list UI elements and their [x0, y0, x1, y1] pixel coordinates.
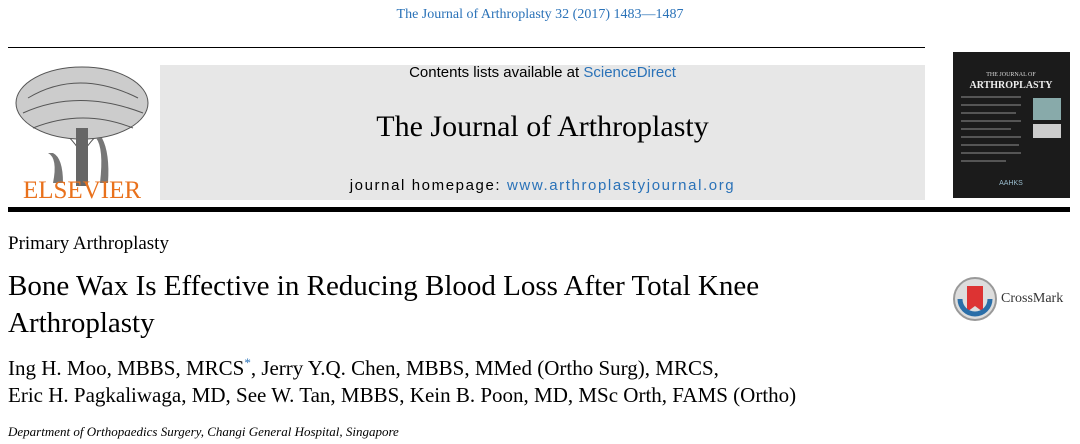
contents-line: Contents lists available at ScienceDirec…: [160, 64, 925, 81]
thick-rule: [8, 207, 1070, 212]
cover-line2: ARTHROPLASTY: [970, 80, 1054, 91]
publisher-name: ELSEVIER: [23, 177, 141, 204]
contents-prefix: Contents lists available at: [409, 64, 580, 81]
rule: [8, 47, 925, 48]
homepage-url[interactable]: www.arthroplastyjournal.org: [506, 177, 736, 194]
cover-line1: THE JOURNAL OF: [986, 72, 1036, 78]
homepage-line: journal homepage: www.arthroplastyjourna…: [160, 177, 925, 194]
authors: , Jerry Y.Q. Chen, MBBS, MMed (Ortho Sur…: [250, 356, 719, 380]
publisher-logo: ELSEVIER: [15, 66, 149, 204]
journal-cover: THE JOURNAL OF ARTHROPLASTY AAHKS: [953, 52, 1070, 198]
cover-society: AAHKS: [999, 180, 1023, 187]
authors-line1: Ing H. Moo, MBBS, MRCS*, Jerry Y.Q. Chen…: [8, 355, 719, 381]
section: Primary Arthroplasty: [8, 233, 169, 254]
citation: The Journal of Arthroplasty 32 (2017) 14…: [396, 7, 684, 22]
author: Ing H. Moo, MBBS, MRCS: [8, 356, 245, 380]
crossmark-label[interactable]: CrossMark: [1001, 291, 1064, 306]
crossmark-icon[interactable]: [952, 276, 998, 322]
sciencedirect-link[interactable]: ScienceDirect: [583, 64, 676, 81]
article-title: Bone Wax Is Effective in Reducing Blood …: [8, 270, 760, 339]
homepage-label: journal homepage:: [349, 177, 502, 194]
journal-title: The Journal of Arthroplasty: [376, 110, 709, 143]
affiliation: Department of Orthopaedics Surgery, Chan…: [8, 424, 399, 439]
banner: [160, 65, 925, 200]
corresponding-mark[interactable]: *: [244, 355, 251, 370]
authors-line2: Eric H. Pagkaliwaga, MD, See W. Tan, MBB…: [8, 383, 797, 407]
